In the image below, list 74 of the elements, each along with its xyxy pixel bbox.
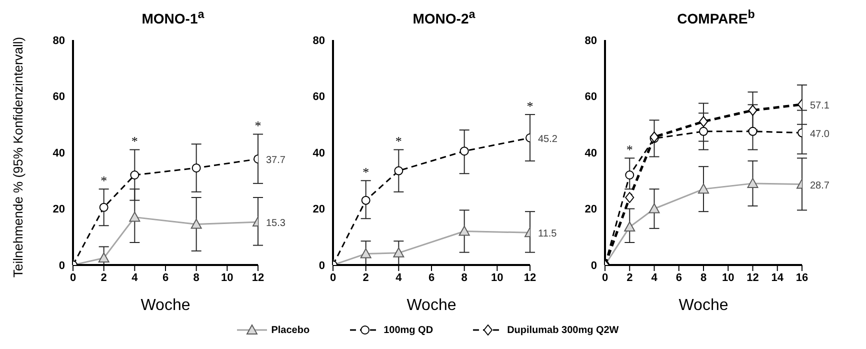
x-axis-title: Woche [140,297,190,314]
annotation: * [254,118,262,134]
point [625,170,634,180]
annotation: * [626,142,633,158]
x-tick-label: 6 [162,272,169,284]
y-tick-label: 20 [584,204,597,216]
x-tick-label: 0 [602,272,608,284]
point [699,116,708,128]
data-label: 45.2 [538,134,558,145]
x-tick-label: 10 [221,272,234,284]
x-tick-label: 2 [626,272,633,284]
x-tick-label: 4 [132,272,139,284]
x-tick-label: 4 [651,272,658,284]
x-axis-title: Woche [406,297,456,314]
data-label: 57.1 [810,100,830,112]
point [748,104,758,116]
y-tick-label: 40 [52,147,65,160]
y-tick-label: 60 [584,91,597,104]
point [99,202,108,212]
x-tick-label: 8 [700,272,707,284]
x-tick-label: 2 [100,272,107,284]
y-tick-label: 80 [52,34,65,47]
x-tick-label: 10 [491,272,504,284]
x-tick-label: 12 [746,272,759,284]
x-tick-label: 2 [362,272,369,284]
annotation: * [395,134,402,149]
chart-title: COMPARE$^{b}$ [676,8,756,29]
legend-label: Placebo [271,324,310,336]
chart-title: MONO-1$^{a}$ [140,8,206,29]
y-axis-title: Teilnehmende % (95% Konfidenzintervall) [10,36,26,278]
point [460,146,469,156]
y-tick-label: 40 [584,147,597,160]
x-axis-title: Woche [678,297,728,314]
data-label: 28.7 [810,180,830,192]
y-tick-label: 60 [52,91,65,104]
x-tick-label: 6 [428,272,435,284]
y-tick-label: 80 [312,34,325,47]
point [192,163,201,172]
data-label: 37.7 [266,154,286,166]
x-tick-label: 8 [193,272,200,284]
x-tick-label: 12 [524,272,536,284]
point [130,170,140,180]
point [361,196,370,205]
point [625,192,634,203]
y-tick-label: 80 [584,34,597,47]
data-label: 15.3 [266,218,286,229]
annotation: * [526,98,534,114]
y-tick-label: 20 [312,204,325,216]
x-tick-label: 10 [722,272,734,284]
annotation: * [131,134,138,149]
y-tick-label: 0 [318,260,325,272]
y-tick-label: 60 [312,91,325,104]
x-tick-label: 0 [330,272,336,284]
chart-title: MONO-2$^{a}$ [412,8,476,29]
annotation: * [100,173,108,188]
point [699,126,708,136]
annotation: * [362,164,370,180]
data-label: 47.0 [810,128,830,140]
x-tick-label: 16 [796,272,808,284]
y-tick-label: 0 [58,260,65,272]
x-tick-label: 8 [461,272,468,284]
x-tick-label: 12 [252,272,264,284]
x-tick-label: 0 [70,272,76,284]
x-tick-label: 4 [396,272,403,284]
y-tick-label: 20 [52,204,65,216]
data-label: 11.5 [538,228,558,240]
point [394,166,404,176]
legend-label: 100mg QD [384,324,434,336]
point [748,126,758,136]
x-tick-label: 6 [676,272,682,284]
legend-label: Dupilumab 300mg Q2W [507,324,619,336]
x-tick-label: 14 [771,272,784,284]
y-tick-label: 0 [590,260,597,272]
y-tick-label: 40 [312,147,325,160]
